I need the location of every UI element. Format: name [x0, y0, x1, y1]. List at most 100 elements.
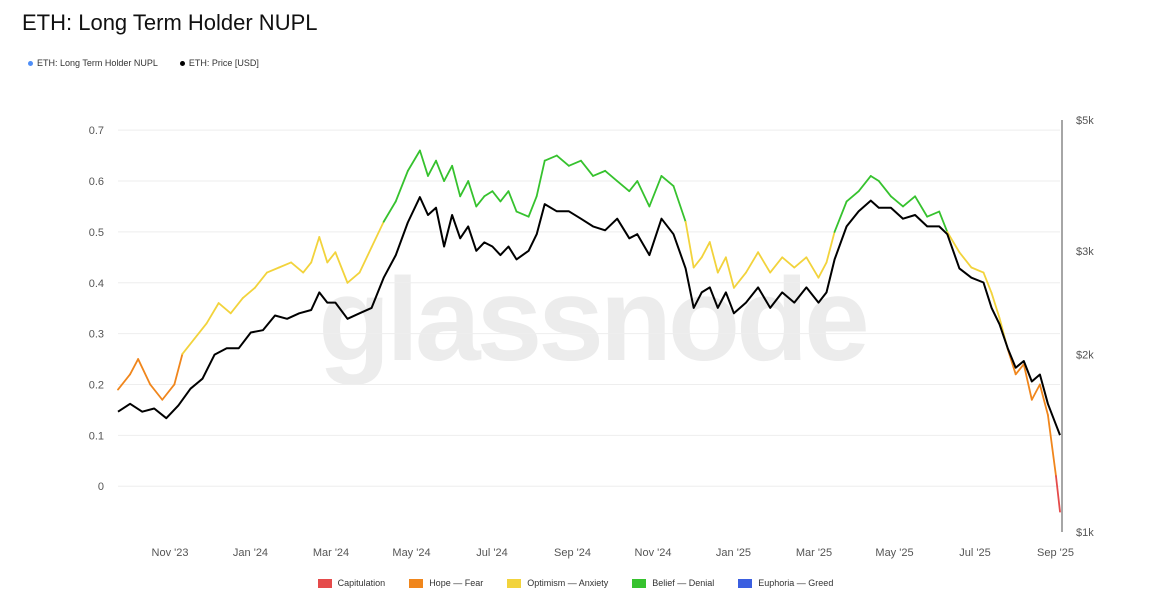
- nupl-segment: [278, 261, 293, 269]
- y-left-tick-label: 0.2: [89, 379, 104, 391]
- nupl-segment: [406, 149, 421, 172]
- top-legend: ETH: Long Term Holder NUPL ETH: Price [U…: [28, 58, 259, 68]
- nupl-segment: [229, 297, 244, 315]
- nupl-segment: [253, 271, 268, 289]
- zone-label-hope-fear: Hope — Fear: [429, 578, 484, 588]
- nupl-segment: [266, 266, 280, 274]
- legend-label-price: ETH: Price [USD]: [188, 58, 259, 68]
- zone-legend-optimism-anxiety[interactable]: Optimism — Anxiety: [507, 578, 608, 588]
- zone-legend: Capitulation Hope — Fear Optimism — Anxi…: [0, 578, 1151, 588]
- zone-swatch-optimism-anxiety: [507, 578, 522, 588]
- x-tick-label: May '25: [875, 547, 913, 559]
- nupl-segment: [793, 256, 808, 269]
- nupl-segment: [592, 169, 607, 177]
- x-tick-label: Mar '25: [796, 547, 832, 559]
- zone-legend-capitulation[interactable]: Capitulation: [317, 578, 385, 588]
- nupl-segment: [1038, 383, 1049, 416]
- y-left-tick-label: 0.1: [89, 430, 104, 442]
- zone-label-optimism-anxiety: Optimism — Anxiety: [527, 578, 609, 588]
- grid-lines: [118, 129, 1060, 487]
- nupl-segment: [825, 231, 836, 264]
- nupl-segment: [692, 256, 703, 269]
- nupl-segment: [970, 266, 985, 274]
- legend-dot-nupl: [28, 60, 33, 66]
- nupl-segment: [869, 175, 880, 182]
- nupl-segment: [781, 256, 796, 269]
- nupl-segment: [475, 195, 486, 208]
- y-left-tick-label: 0.4: [89, 278, 104, 290]
- nupl-segment: [708, 241, 719, 274]
- nupl-segment: [724, 256, 735, 289]
- nupl-segment: [890, 195, 904, 208]
- nupl-segment: [451, 164, 462, 198]
- nupl-segment: [990, 292, 1001, 320]
- y-left-tick-label: 0.3: [89, 329, 104, 341]
- nupl-segment: [604, 169, 619, 182]
- nupl-segment: [902, 195, 916, 208]
- x-tick-label: Nov '24: [635, 547, 672, 559]
- nupl-series: [117, 149, 1061, 513]
- nupl-segment: [958, 251, 973, 269]
- y-right-tick-label: $1k: [1076, 527, 1094, 539]
- nupl-segment: [745, 251, 759, 274]
- legend-label-nupl: ETH: Long Term Holder NUPL: [37, 58, 158, 68]
- nupl-segment: [648, 175, 663, 208]
- x-tick-label: Nov '23: [152, 547, 189, 559]
- nupl-segment: [1030, 383, 1041, 401]
- nupl-segment: [499, 190, 510, 203]
- zone-label-euphoria-greed: Euphoria — Greed: [758, 578, 834, 588]
- zone-legend-belief-denial[interactable]: Belief — Denial: [632, 578, 714, 588]
- nupl-segment: [567, 159, 582, 167]
- nupl-segment: [394, 169, 409, 203]
- nupl-segment: [1022, 363, 1033, 401]
- y-right-tick-label: $3k: [1076, 246, 1094, 258]
- nupl-segment: [946, 231, 961, 254]
- legend-item-nupl[interactable]: ETH: Long Term Holder NUPL: [28, 58, 158, 68]
- left-axis-ticks: 0.7 0.6 0.5 0.4 0.3 0.2 0.1 0: [89, 125, 104, 493]
- nupl-segment: [318, 236, 329, 264]
- nupl-segment: [845, 190, 860, 203]
- zone-swatch-belief-denial: [632, 578, 647, 588]
- zone-legend-hope-fear[interactable]: Hope — Fear: [409, 578, 483, 588]
- nupl-segment: [117, 373, 131, 391]
- nupl-segment: [535, 159, 546, 198]
- x-tick-label: May '24: [392, 547, 430, 559]
- zone-label-belief-denial: Belief — Denial: [652, 578, 715, 588]
- nupl-segment: [857, 175, 872, 193]
- nupl-segment: [205, 302, 220, 325]
- zone-legend-euphoria-greed[interactable]: Euphoria — Greed: [738, 578, 833, 588]
- zone-swatch-hope-fear: [409, 578, 424, 588]
- nupl-segment: [1014, 363, 1025, 376]
- nupl-segment: [555, 154, 570, 167]
- y-left-tick-label: 0.7: [89, 125, 104, 137]
- nupl-segment: [684, 220, 695, 269]
- nupl-segment: [181, 337, 196, 355]
- x-tick-label: Sep '24: [554, 547, 591, 559]
- nupl-segment: [660, 175, 675, 188]
- x-tick-label: Mar '24: [313, 547, 349, 559]
- nupl-segment: [926, 210, 941, 218]
- x-tick-label: Jul '24: [476, 547, 507, 559]
- nupl-segment: [149, 383, 164, 401]
- nupl-segment: [419, 149, 429, 177]
- y-right-tick-label: $5k: [1076, 115, 1094, 127]
- nupl-segment: [628, 180, 639, 193]
- nupl-segment: [543, 154, 558, 162]
- watermark-text: glassnode: [318, 254, 866, 386]
- x-tick-label: Jan '24: [233, 547, 268, 559]
- nupl-segment: [733, 271, 747, 289]
- nupl-segment: [435, 159, 445, 182]
- y-left-tick-label: 0.5: [89, 227, 104, 239]
- nupl-segment: [290, 261, 305, 274]
- zone-swatch-euphoria-greed: [738, 578, 753, 588]
- right-axis: $5k $3k $2k $1k: [1061, 115, 1094, 539]
- zone-swatch-capitulation: [317, 578, 332, 588]
- legend-item-price[interactable]: ETH: Price [USD]: [179, 58, 259, 68]
- nupl-segment: [700, 241, 711, 259]
- nupl-segment: [491, 190, 502, 203]
- nupl-segment: [507, 190, 518, 213]
- nupl-segment: [616, 180, 631, 193]
- nupl-segment: [483, 190, 494, 198]
- nupl-segment: [129, 358, 140, 376]
- nupl-segment: [443, 164, 454, 182]
